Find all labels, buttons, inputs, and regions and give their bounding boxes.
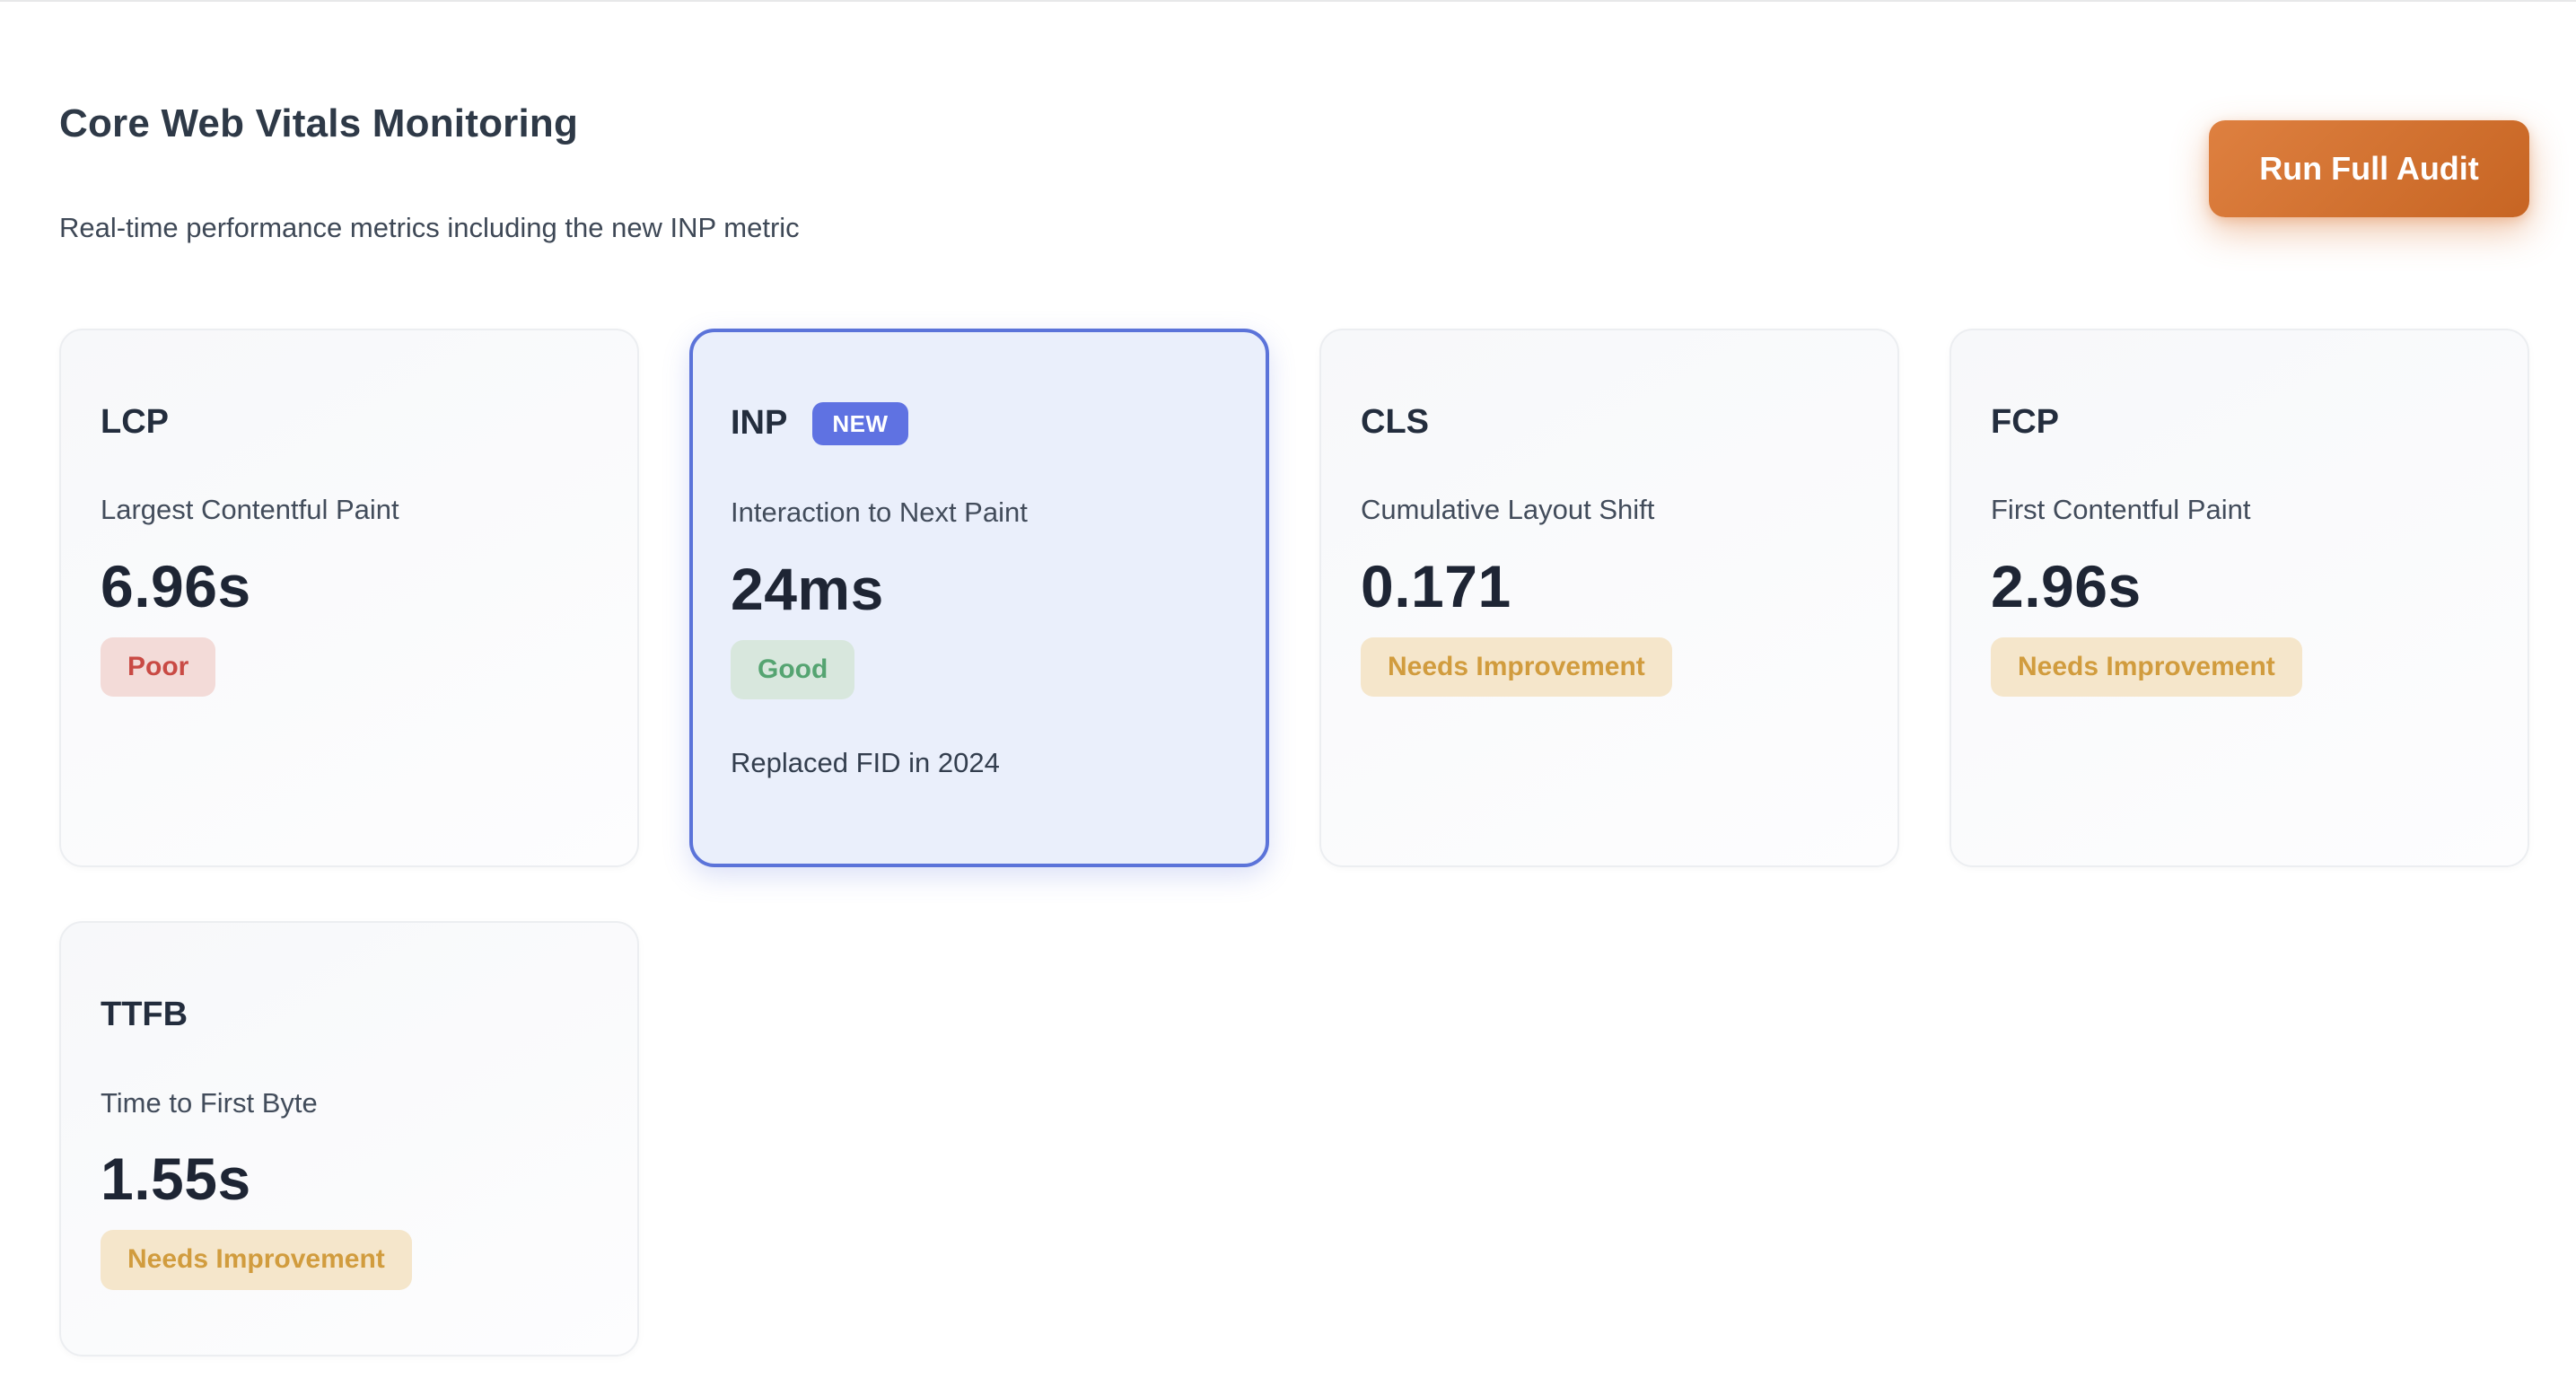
panel-header: Core Web Vitals Monitoring Real-time per… — [59, 101, 2529, 246]
metric-description: Largest Contentful Paint — [101, 494, 399, 526]
status-badge-wrap: Needs Improvement — [101, 1230, 598, 1290]
new-badge: NEW — [812, 401, 908, 446]
metric-value: 1.55s — [101, 1146, 251, 1213]
metric-card-head: INP NEW — [731, 401, 1228, 446]
metric-description: Interaction to Next Paint — [731, 496, 1028, 529]
page-title: Core Web Vitals Monitoring — [59, 101, 579, 145]
status-badge-wrap: Needs Improvement — [1991, 636, 2488, 698]
metric-label: TTFB — [101, 996, 188, 1034]
metric-description: First Contentful Paint — [1991, 494, 2251, 526]
metric-card-fcp[interactable]: FCP First Contentful Paint 2.96s Needs I… — [1950, 328, 2529, 868]
run-full-audit-button[interactable]: Run Full Audit — [2209, 120, 2529, 217]
metric-value: 2.96s — [1991, 552, 2142, 619]
metric-card-ttfb[interactable]: TTFB Time to First Byte 1.55s Needs Impr… — [59, 921, 639, 1356]
metric-value: 0.171 — [1361, 552, 1511, 619]
top-border — [0, 0, 2576, 2]
metrics-grid: LCP Largest Contentful Paint 6.96s Poor … — [59, 328, 2529, 1356]
metric-value: 24ms — [731, 555, 884, 622]
header-text: Core Web Vitals Monitoring Real-time per… — [59, 101, 800, 246]
metric-card-head: TTFB — [101, 995, 598, 1036]
status-badge-wrap: Good — [731, 639, 1228, 700]
metric-label: INP — [731, 404, 788, 443]
metric-value: 6.96s — [101, 552, 251, 619]
core-web-vitals-panel: Core Web Vitals Monitoring Real-time per… — [59, 101, 2529, 1356]
metric-card-cls[interactable]: CLS Cumulative Layout Shift 0.171 Needs … — [1319, 328, 1899, 868]
metric-label: LCP — [101, 402, 169, 441]
status-badge: Needs Improvement — [1361, 636, 1672, 698]
status-badge: Needs Improvement — [101, 1230, 412, 1290]
metric-note: Replaced FID in 2024 — [731, 747, 1000, 779]
metric-card-inp[interactable]: INP NEW Interaction to Next Paint 24ms G… — [689, 328, 1269, 868]
metric-description: Cumulative Layout Shift — [1361, 494, 1655, 526]
status-badge-wrap: Poor — [101, 636, 598, 698]
status-badge: Needs Improvement — [1991, 636, 2302, 698]
metric-card-lcp[interactable]: LCP Largest Contentful Paint 6.96s Poor — [59, 328, 639, 868]
page-subtitle: Real-time performance metrics including … — [59, 211, 800, 243]
status-badge: Poor — [101, 636, 216, 698]
status-badge-wrap: Needs Improvement — [1361, 636, 1858, 698]
metric-description: Time to First Byte — [101, 1086, 318, 1119]
metric-label: CLS — [1361, 402, 1429, 441]
metric-label: FCP — [1991, 402, 2059, 441]
metric-card-head: FCP — [1991, 402, 2488, 443]
status-badge: Good — [731, 639, 855, 700]
metric-card-head: LCP — [101, 402, 598, 443]
metric-card-head: CLS — [1361, 402, 1858, 443]
